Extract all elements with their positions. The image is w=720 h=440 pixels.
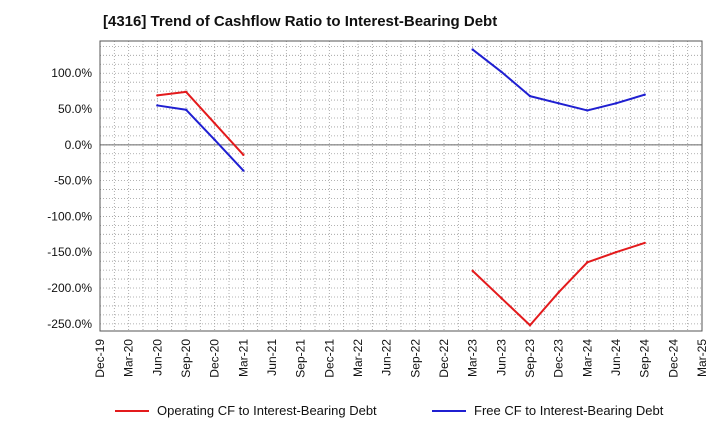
x-tick-label: Dec-21: [322, 339, 336, 378]
y-tick-label: -200.0%: [47, 281, 92, 295]
x-tick-label: Sep-20: [179, 339, 193, 378]
legend: Operating CF to Interest-Bearing Debt Fr…: [0, 403, 720, 425]
data-point-series-0: [156, 94, 159, 97]
x-tick-label: Mar-25: [695, 339, 709, 377]
series-layer: [156, 48, 646, 327]
chart-title: [4316] Trend of Cashflow Ratio to Intere…: [103, 13, 498, 30]
x-tick-label: Jun-21: [265, 339, 279, 376]
legend-item-free-cf: Free CF to Interest-Bearing Debt: [432, 403, 663, 418]
x-tick-label: Jun-20: [150, 339, 164, 376]
data-point-series-0: [614, 251, 618, 254]
x-tick-label: Dec-20: [208, 339, 222, 378]
data-point-series-1: [614, 102, 618, 105]
legend-item-operating-cf: Operating CF to Interest-Bearing Debt: [115, 403, 377, 418]
x-tick-label: Mar-24: [580, 339, 594, 377]
data-point-series-1: [528, 94, 532, 98]
data-point-series-1: [213, 138, 216, 142]
x-tick-label: Mar-22: [351, 339, 365, 377]
legend-label-operating-cf: Operating CF to Interest-Bearing Debt: [157, 403, 377, 418]
data-point-series-0: [471, 269, 474, 273]
data-point-series-0: [500, 296, 503, 300]
x-tick-label: Sep-23: [523, 339, 537, 378]
data-point-series-0: [242, 153, 245, 157]
legend-swatch-operating-cf: [115, 409, 149, 412]
grid-layer: [99, 41, 703, 331]
x-tick-label: Mar-21: [236, 339, 250, 377]
data-point-series-1: [156, 104, 159, 107]
y-tick-label: 0.0%: [65, 138, 93, 152]
y-tick-labels: 100.0% 50.0% 0.0% -50.0% -100.0% -150.0% -200.…: [47, 66, 92, 331]
x-tick-label: Dec-23: [552, 339, 566, 378]
x-tick-label: Jun-22: [380, 339, 394, 376]
data-point-series-1: [557, 102, 560, 105]
data-point-series-0: [528, 324, 532, 327]
x-tick-label: Sep-22: [408, 339, 422, 378]
data-point-series-1: [643, 93, 646, 96]
data-point-series-0: [643, 241, 646, 245]
y-tick-label: -150.0%: [47, 245, 92, 259]
x-tick-label: Dec-19: [93, 339, 107, 378]
x-tick-label: Mar-20: [122, 339, 136, 377]
data-point-series-0: [213, 122, 216, 125]
data-point-series-0: [586, 261, 589, 264]
plot-frame: [99, 40, 703, 332]
y-tick-label: -50.0%: [54, 174, 92, 188]
x-tick-label: Sep-24: [638, 339, 652, 378]
data-point-series-1: [586, 109, 589, 112]
data-point-series-1: [500, 70, 503, 73]
data-point-series-1: [471, 48, 474, 51]
x-tick-labels: Dec-19 Mar-20 Jun-20 Sep-20 Dec-20 Mar-21 Jun-…: [93, 339, 709, 378]
x-tick-label: Sep-21: [294, 339, 308, 378]
data-point-series-0: [557, 291, 560, 294]
legend-label-free-cf: Free CF to Interest-Bearing Debt: [474, 403, 664, 418]
data-point-series-0: [184, 90, 188, 94]
y-tick-label: -250.0%: [47, 317, 92, 331]
series-line-1: [157, 104, 245, 172]
y-tick-label: 50.0%: [58, 102, 92, 116]
x-tick-label: Dec-22: [437, 339, 451, 378]
y-tick-label: -100.0%: [47, 209, 92, 223]
legend-swatch-free-cf: [432, 409, 466, 412]
x-tick-label: Mar-23: [466, 339, 480, 377]
data-point-series-1: [242, 169, 245, 172]
series-line-0: [157, 90, 245, 156]
y-tick-label: 100.0%: [51, 66, 92, 80]
data-point-series-1: [184, 108, 188, 111]
x-tick-label: Dec-24: [666, 339, 680, 378]
x-tick-label: Jun-23: [494, 339, 508, 376]
x-tick-label: Jun-24: [609, 339, 623, 376]
